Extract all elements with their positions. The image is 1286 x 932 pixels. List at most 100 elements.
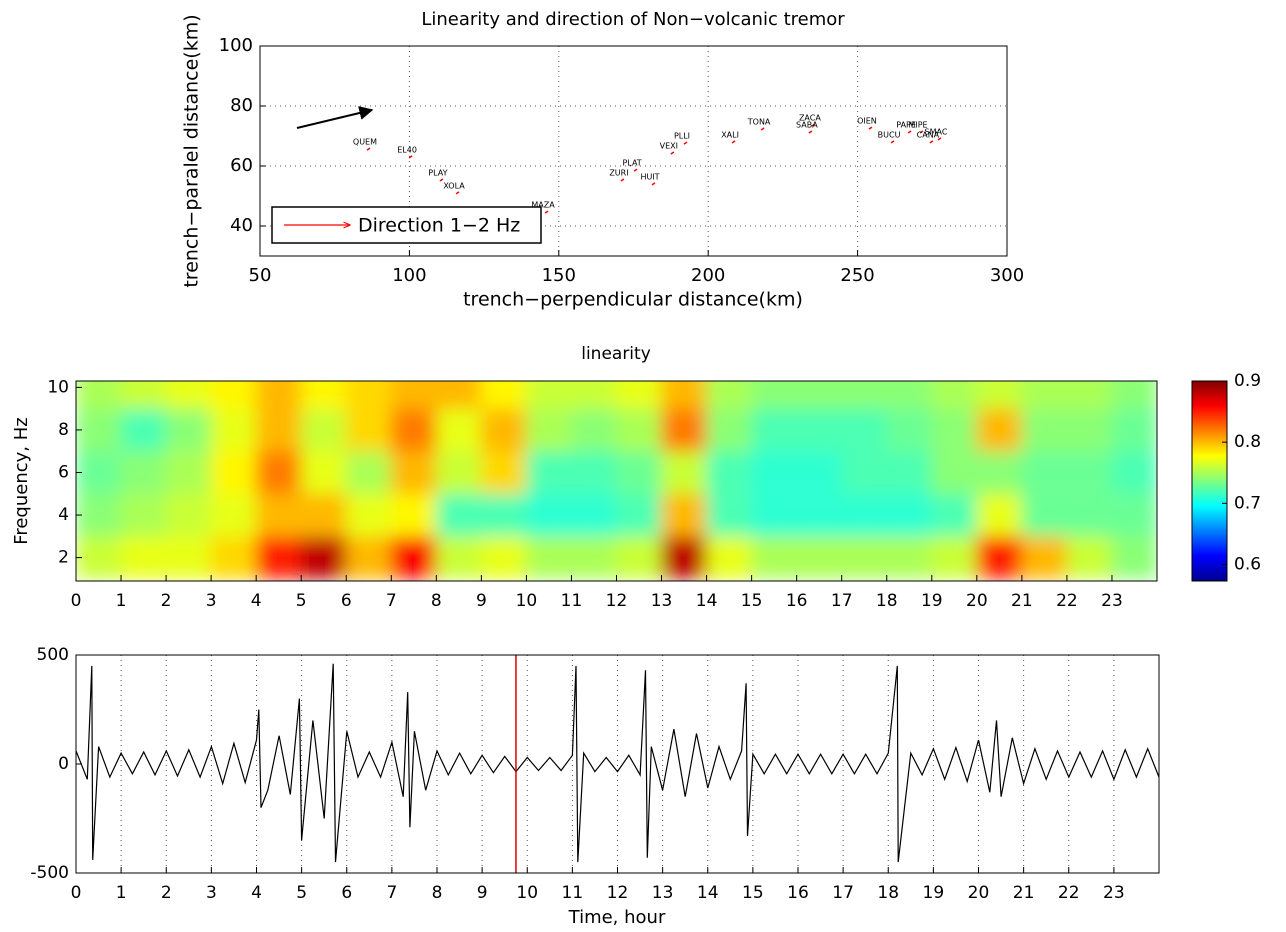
heatmap-cell xyxy=(886,408,933,452)
heatmap-cell xyxy=(931,536,978,579)
x-tick-label: 9 xyxy=(476,591,487,611)
heatmap-cell xyxy=(886,493,933,537)
x-tick-label: 10 xyxy=(516,591,538,611)
heatmap-cell xyxy=(345,536,392,579)
heatmap-cell xyxy=(706,408,753,452)
heatmap-cell xyxy=(120,536,167,579)
x-tick-label: 13 xyxy=(652,883,674,903)
heatmap-cell xyxy=(796,381,843,409)
heatmap xyxy=(76,381,1157,579)
direction-mark xyxy=(633,168,638,172)
station-label: XALI xyxy=(721,130,739,139)
station-label: SABA xyxy=(796,121,818,130)
heatmap-cell xyxy=(210,381,257,409)
x-tick-label: 3 xyxy=(206,591,217,611)
heatmap-cell xyxy=(525,408,572,452)
x-tick-label: 6 xyxy=(341,591,352,611)
heatmap-cell xyxy=(120,451,167,494)
heatmap-cell xyxy=(165,451,212,494)
heatmap-cell xyxy=(1111,408,1157,452)
heatmap-cell xyxy=(931,451,978,494)
y-tick-label: 80 xyxy=(230,95,253,116)
heatmap-cell xyxy=(841,451,888,494)
x-tick-label: 20 xyxy=(968,883,990,903)
heatmap-cell xyxy=(841,536,888,579)
heatmap-cell xyxy=(255,451,302,494)
heatmap-cell xyxy=(390,381,437,409)
station-label: ZACA xyxy=(799,114,821,123)
x-tick-label: 100 xyxy=(392,265,426,286)
station-label: MIPE xyxy=(908,121,927,130)
heatmap-cell xyxy=(165,381,212,409)
direction-mark xyxy=(455,191,460,195)
colorbar xyxy=(1191,380,1228,582)
heatmap-cell xyxy=(751,451,798,494)
direction-mark xyxy=(890,140,895,144)
x-tick-label: 9 xyxy=(477,883,488,903)
heatmap-cell xyxy=(796,493,843,537)
heatmap-cell xyxy=(210,493,257,537)
heatmap-cell xyxy=(706,451,753,494)
y-tick-label: 10 xyxy=(47,377,69,397)
x-tick-label: 4 xyxy=(251,591,262,611)
heatmap-cell xyxy=(120,408,167,452)
heatmap-cell xyxy=(435,381,482,409)
heatmap-cell xyxy=(76,536,122,579)
heatmap-cell xyxy=(1021,451,1068,494)
y-tick-label: 2 xyxy=(58,548,69,568)
x-tick-label: 6 xyxy=(341,883,352,903)
heatmap-cell xyxy=(435,536,482,579)
x-tick-label: 12 xyxy=(606,591,628,611)
x-tick-label: 21 xyxy=(1013,883,1035,903)
x-tick-label: 11 xyxy=(561,591,583,611)
station-label: PLAY xyxy=(428,169,447,178)
heatmap-cell xyxy=(480,536,527,579)
heatmap-cell xyxy=(300,381,347,409)
heatmap-cell xyxy=(976,408,1023,452)
heatmap-cell xyxy=(480,493,527,537)
heatmap-cell xyxy=(616,451,663,494)
station-label: HUIT xyxy=(640,172,659,181)
heatmap-cell xyxy=(1111,451,1157,494)
heatmap-cell xyxy=(796,451,843,494)
direction-mark xyxy=(811,123,816,127)
x-tick-label: 11 xyxy=(562,883,584,903)
chart-title: linearity xyxy=(581,344,651,364)
colorbar-tick-label: 0.6 xyxy=(1234,554,1261,574)
heatmap-cell xyxy=(525,451,572,494)
heatmap-cell xyxy=(300,493,347,537)
station-label: MAZA xyxy=(531,201,555,210)
x-tick-label: 5 xyxy=(296,591,307,611)
heatmap-cell xyxy=(1066,451,1113,494)
direction-mark xyxy=(937,137,942,141)
heatmap-cell xyxy=(886,536,933,579)
station-label: PLAT xyxy=(622,159,641,168)
heatmap-cell xyxy=(76,408,122,452)
heatmap-cell xyxy=(706,536,753,579)
x-tick-label: 17 xyxy=(832,883,854,903)
x-tick-label: 19 xyxy=(923,883,945,903)
heatmap-cell xyxy=(570,451,617,494)
station-label: ZURI xyxy=(609,169,628,178)
heatmap-cell xyxy=(751,408,798,452)
heatmap-cell xyxy=(390,408,437,452)
heatmap-cell xyxy=(661,408,708,452)
direction-mark xyxy=(919,130,924,134)
heatmap-cell xyxy=(120,381,167,409)
legend-label: Direction 1−2 Hz xyxy=(358,215,520,237)
heatmap-cell xyxy=(841,493,888,537)
direction-mark xyxy=(808,130,813,134)
heatmap-cell xyxy=(1066,536,1113,579)
heatmap-cell xyxy=(931,493,978,537)
station-label: CANA xyxy=(917,130,940,139)
y-tick-label: 6 xyxy=(58,462,69,482)
heatmap-cell xyxy=(255,493,302,537)
colorbar-tick-label: 0.7 xyxy=(1234,493,1261,513)
x-tick-label: 23 xyxy=(1101,591,1123,611)
heatmap-cell xyxy=(345,381,392,409)
station-label: XOLA xyxy=(443,181,465,190)
heatmap-cell xyxy=(976,536,1023,579)
x-tick-label: 4 xyxy=(251,883,262,903)
x-tick-label: 0 xyxy=(71,883,82,903)
